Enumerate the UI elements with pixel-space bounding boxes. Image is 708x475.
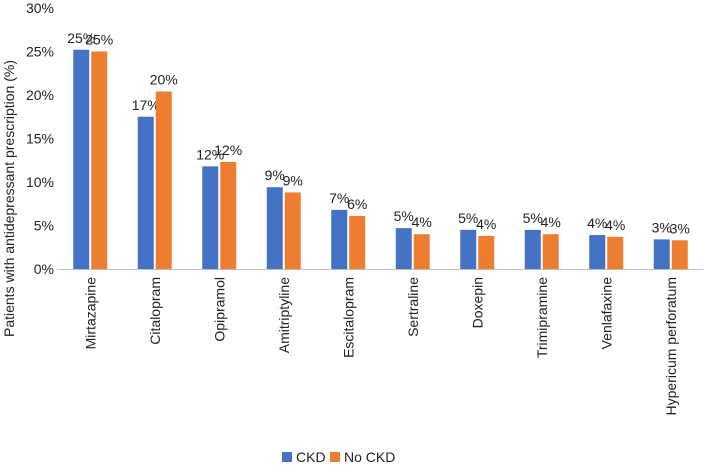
y-tick-label: 15% — [26, 131, 54, 147]
bar-no-ckd — [284, 192, 301, 269]
bar-no-ckd — [607, 236, 624, 269]
data-label: 9% — [265, 167, 285, 183]
data-label: 5% — [394, 208, 414, 224]
data-label: 6% — [347, 196, 367, 212]
bar-no-ckd — [478, 235, 495, 269]
x-category-label: Sertraline — [405, 277, 421, 337]
data-label: 3% — [652, 219, 672, 235]
y-tick-label: 30% — [26, 0, 54, 16]
bar-ckd — [73, 49, 90, 270]
x-category-label: Hypericum perforatum — [663, 277, 679, 416]
data-label: 12% — [196, 146, 224, 162]
y-tick-label: 20% — [26, 87, 54, 103]
y-axis-title: Patients with antidepressant prescriptio… — [1, 60, 17, 337]
bar-ckd — [266, 187, 283, 269]
x-category-label: Amitriptyline — [276, 277, 292, 353]
y-tick-label: 10% — [26, 174, 54, 190]
bar-ckd — [137, 116, 154, 269]
data-label: 4% — [541, 214, 561, 230]
x-category-label: Escitalopram — [340, 277, 356, 358]
data-label: 25% — [85, 32, 113, 48]
x-category-label: Opipramol — [211, 277, 227, 342]
data-label: 25% — [67, 30, 95, 46]
x-category-label: Venlafaxine — [598, 277, 614, 350]
bar-no-ckd — [220, 161, 237, 269]
data-label: 20% — [150, 72, 178, 88]
data-label: 17% — [132, 97, 160, 113]
bar-ckd — [202, 166, 219, 269]
x-category-label: Citalopram — [147, 277, 163, 345]
data-label: 4% — [412, 214, 432, 230]
bar-no-ckd — [542, 234, 559, 269]
x-category-label: Mirtazapine — [82, 277, 98, 350]
bar-no-ckd — [155, 91, 172, 270]
bar-no-ckd — [671, 240, 688, 269]
y-tick-label: 5% — [34, 218, 54, 234]
y-tick-label: 0% — [34, 261, 54, 277]
bar-ckd — [653, 239, 670, 269]
legend-label: No CKD — [344, 449, 395, 465]
legend-swatch — [330, 452, 340, 462]
x-category-label: Doxepin — [469, 277, 485, 328]
bar-ckd — [589, 235, 606, 269]
bar-ckd — [460, 229, 477, 269]
x-category-label: Trimipramine — [534, 277, 550, 358]
data-label: 4% — [587, 215, 607, 231]
data-label: 4% — [476, 216, 496, 232]
bar-ckd — [395, 228, 412, 269]
data-label: 7% — [329, 190, 349, 206]
y-tick-label: 25% — [26, 44, 54, 60]
legend-swatch — [282, 452, 292, 462]
bar-ckd — [524, 229, 541, 269]
bar-no-ckd — [413, 234, 430, 269]
bar-no-ckd — [91, 51, 108, 269]
bar-ckd — [331, 209, 348, 269]
bar-no-ckd — [349, 215, 366, 269]
data-label: 12% — [214, 142, 242, 158]
legend-label: CKD — [296, 449, 326, 465]
data-label: 9% — [283, 172, 303, 188]
data-label: 4% — [605, 217, 625, 233]
data-label: 5% — [458, 210, 478, 226]
data-label: 5% — [523, 210, 543, 226]
data-label: 3% — [670, 220, 690, 236]
